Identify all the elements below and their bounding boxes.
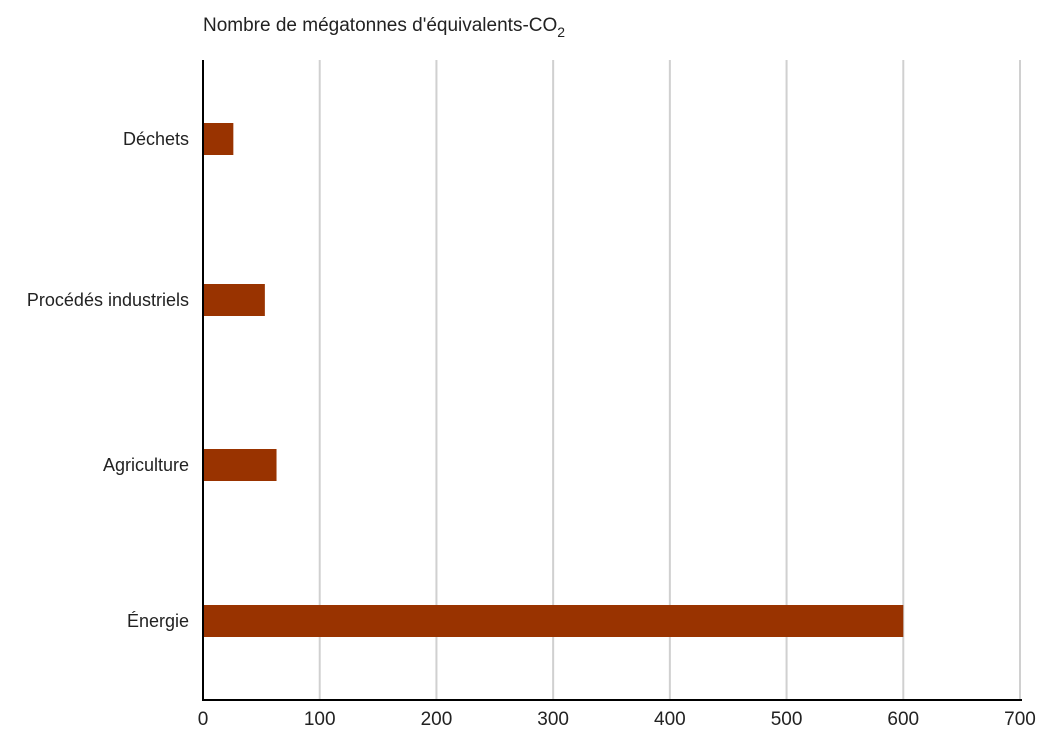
bar <box>203 449 277 481</box>
x-tick-label: 700 <box>1004 709 1036 730</box>
category-label: Agriculture <box>103 455 189 475</box>
bars <box>203 123 904 637</box>
category-label: Procédés industriels <box>27 290 189 310</box>
bar <box>203 605 904 637</box>
grid-lines <box>318 60 1021 700</box>
axes <box>202 60 1022 701</box>
chart-title-main: Nombre de mégatonnes d'équivalents-CO <box>203 15 557 36</box>
x-tick-label: 0 <box>198 709 209 730</box>
bar <box>203 284 265 316</box>
x-tick-label: 300 <box>537 709 569 730</box>
x-tick-labels: 0 100 200 300 400 500 600 700 <box>198 709 1036 730</box>
x-tick-label: 600 <box>887 709 919 730</box>
x-tick-label: 500 <box>771 709 803 730</box>
chart-title: Nombre de mégatonnes d'équivalents-CO2 <box>203 15 565 40</box>
x-tick-label: 100 <box>304 709 336 730</box>
category-label: Énergie <box>127 611 189 631</box>
x-tick-label: 200 <box>421 709 453 730</box>
x-tick-label: 400 <box>654 709 686 730</box>
chart-title-subscript: 2 <box>557 24 565 40</box>
category-label: Déchets <box>123 129 189 149</box>
category-labels: Déchets Procédés industriels Agriculture Én… <box>27 129 189 631</box>
bar <box>203 123 234 155</box>
